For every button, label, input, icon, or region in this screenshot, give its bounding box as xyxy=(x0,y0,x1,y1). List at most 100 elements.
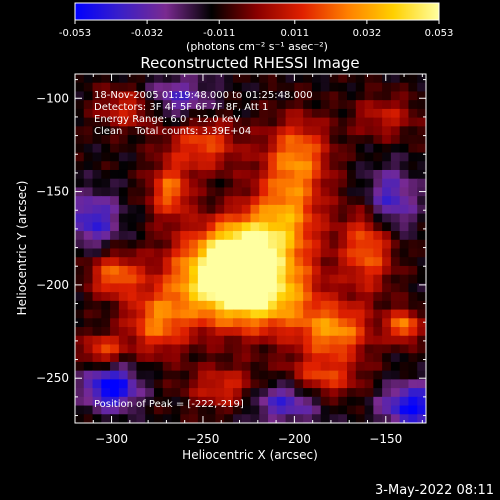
heatmap-cell xyxy=(224,353,234,363)
heatmap-cell xyxy=(92,196,102,206)
heatmap-cell xyxy=(311,213,322,223)
heatmap-cell xyxy=(259,169,269,180)
heatmap-cell xyxy=(399,196,410,206)
heatmap-cell xyxy=(408,283,418,293)
heatmap-cell xyxy=(171,405,181,415)
heatmap-cell xyxy=(311,178,322,189)
heatmap-cell xyxy=(250,196,260,206)
heatmap-cell xyxy=(197,405,208,415)
heatmap-cell xyxy=(241,257,252,267)
heatmap-cell xyxy=(320,318,331,328)
heatmap-cell xyxy=(145,187,155,197)
heatmap-cell xyxy=(127,248,138,258)
heatmap-cell xyxy=(329,126,339,136)
heatmap-cell xyxy=(101,187,111,197)
heatmap-cell xyxy=(153,187,164,197)
heatmap-cell xyxy=(417,361,426,372)
heatmap-cell xyxy=(294,309,304,319)
heatmap-cell xyxy=(110,292,120,302)
heatmap-cell xyxy=(110,283,120,293)
heatmap-cell xyxy=(241,204,252,215)
heatmap-cell xyxy=(127,187,138,197)
heatmap-cell xyxy=(303,239,313,250)
heatmap-cell xyxy=(189,231,199,241)
heatmap-cell xyxy=(417,335,426,346)
heatmap-cell xyxy=(347,283,357,293)
heatmap-cell xyxy=(250,213,260,223)
heatmap-cell xyxy=(329,204,339,215)
heatmap-cell xyxy=(232,257,243,267)
heatmap-cell xyxy=(92,265,102,276)
heatmap-cell xyxy=(101,239,111,250)
heatmap-cell xyxy=(320,414,331,423)
heatmap-cell xyxy=(259,283,269,293)
heatmap-cell xyxy=(127,204,138,215)
heatmap-cell xyxy=(110,187,120,197)
heatmap-cell xyxy=(145,135,155,145)
heatmap-cell xyxy=(83,248,94,258)
heatmap-cell xyxy=(338,82,348,93)
heatmap-cell xyxy=(189,405,199,415)
heatmap-cell xyxy=(189,100,199,110)
y-tick-label: −150 xyxy=(36,185,69,199)
heatmap-cell xyxy=(232,187,243,197)
heatmap-cell xyxy=(118,213,129,223)
heatmap-cell xyxy=(162,388,173,398)
heatmap-cell xyxy=(417,257,426,267)
heatmap-cell xyxy=(118,161,129,171)
heatmap-cell xyxy=(382,91,392,101)
heatmap-cell xyxy=(268,161,278,171)
heatmap-cell xyxy=(127,300,138,311)
heatmap-cell xyxy=(417,143,426,154)
heatmap-cell xyxy=(127,239,138,250)
heatmap-cell xyxy=(364,204,374,215)
heatmap-cell xyxy=(241,196,252,206)
colorbar-tick-label: 0.053 xyxy=(425,28,454,39)
heatmap-cell xyxy=(110,353,120,363)
heatmap-cell xyxy=(355,309,366,319)
heatmap-cell xyxy=(232,100,243,110)
colorbar-tick-label: 0.032 xyxy=(353,28,382,39)
heatmap-cell xyxy=(206,292,216,302)
heatmap-cell xyxy=(153,82,164,93)
heatmap-cell xyxy=(118,335,129,346)
heatmap-cell xyxy=(382,248,392,258)
annotation-time-range: 18-Nov-2005 01:19:48.000 to 01:25:48.000 xyxy=(94,90,313,101)
heatmap-cell xyxy=(110,379,120,389)
heatmap-cell xyxy=(338,91,348,101)
heatmap-cell xyxy=(224,405,234,415)
heatmap-cell xyxy=(382,126,392,136)
heatmap-cell xyxy=(206,318,216,328)
heatmap-cell xyxy=(232,327,243,337)
heatmap-cell xyxy=(127,274,138,284)
heatmap-cell xyxy=(136,396,146,407)
heatmap-cell xyxy=(197,169,208,180)
heatmap-cell xyxy=(101,152,111,162)
heatmap-cell xyxy=(329,274,339,284)
heatmap-cell xyxy=(382,161,392,171)
heatmap-cell xyxy=(294,239,304,250)
heatmap-cell xyxy=(110,231,120,241)
heatmap-cell xyxy=(347,318,357,328)
heatmap-cell xyxy=(215,222,225,232)
heatmap-cell xyxy=(408,361,418,372)
heatmap-cell xyxy=(294,82,304,93)
heatmap-cell xyxy=(259,135,269,145)
heatmap-cell xyxy=(224,108,234,119)
heatmap-cell xyxy=(171,204,181,215)
heatmap-cell xyxy=(189,169,199,180)
heatmap-cell xyxy=(127,370,138,380)
heatmap-cell xyxy=(110,222,120,232)
heatmap-cell xyxy=(145,335,155,346)
heatmap-cell xyxy=(259,274,269,284)
heatmap-cell xyxy=(136,152,146,162)
heatmap-cell xyxy=(162,414,173,423)
heatmap-cell xyxy=(347,222,357,232)
heatmap-cell xyxy=(127,117,138,127)
heatmap-cell xyxy=(329,178,339,189)
y-axis-label: Heliocentric Y (arcsec) xyxy=(15,181,29,316)
heatmap-cell xyxy=(294,318,304,328)
heatmap-cell xyxy=(75,143,85,154)
heatmap-cell xyxy=(136,300,146,311)
heatmap-cell xyxy=(311,161,322,171)
